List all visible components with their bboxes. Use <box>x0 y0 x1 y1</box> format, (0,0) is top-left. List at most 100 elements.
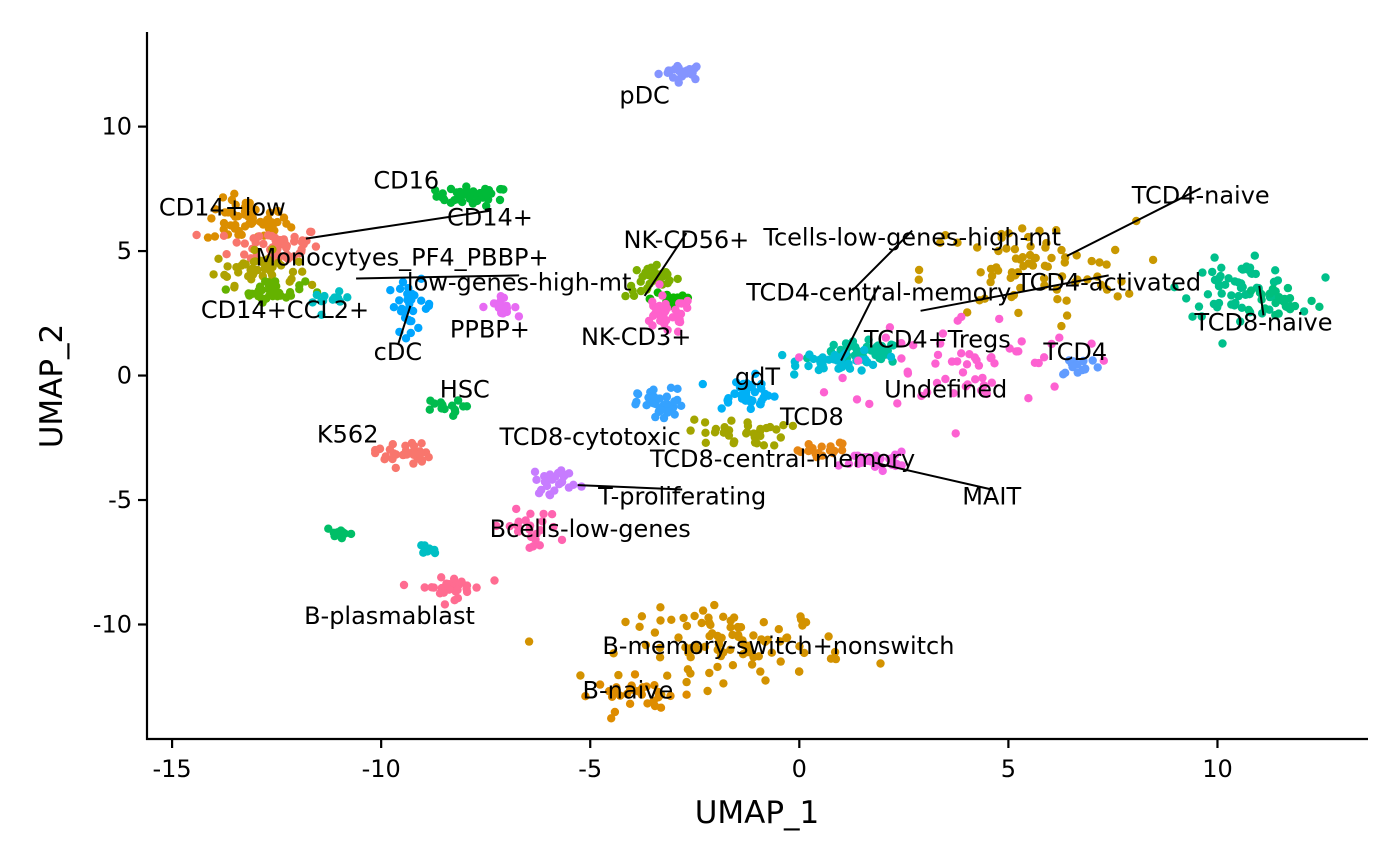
data-point <box>931 359 940 368</box>
data-point <box>416 449 425 459</box>
cluster-label: cDC <box>374 338 422 366</box>
data-point <box>726 645 735 654</box>
data-point <box>662 304 672 313</box>
data-point <box>256 217 265 227</box>
data-point <box>1285 294 1295 303</box>
data-point <box>642 285 651 294</box>
data-point <box>1030 358 1040 367</box>
cluster-points <box>530 466 586 500</box>
data-point <box>824 355 834 364</box>
data-point <box>492 521 501 531</box>
data-point <box>649 392 659 401</box>
cluster-points <box>324 524 356 543</box>
data-point <box>1216 271 1225 281</box>
data-point <box>625 699 635 708</box>
x-tick-label: 10 <box>1202 755 1233 783</box>
data-point <box>192 230 201 240</box>
data-point <box>830 647 840 657</box>
data-point <box>703 686 712 696</box>
data-point <box>838 439 847 448</box>
data-point <box>626 281 636 291</box>
data-point <box>1213 303 1222 312</box>
data-point <box>447 401 457 410</box>
data-point <box>545 470 555 479</box>
data-point <box>260 263 270 272</box>
data-point <box>790 370 799 379</box>
data-point <box>502 304 512 313</box>
data-point <box>1203 290 1213 299</box>
data-point <box>495 301 504 310</box>
data-point <box>649 385 658 394</box>
data-point <box>259 239 268 249</box>
cluster-label: CD14+CCL2+ <box>201 296 369 324</box>
y-tick-label: 5 <box>117 237 132 265</box>
data-point <box>993 266 1003 275</box>
data-point <box>742 429 751 438</box>
data-point <box>794 667 804 676</box>
data-point <box>395 284 405 293</box>
cluster-points <box>698 369 779 414</box>
data-point <box>1271 266 1280 275</box>
data-point <box>994 246 1003 256</box>
data-point <box>637 612 647 621</box>
data-point <box>757 396 766 406</box>
data-point <box>1125 289 1134 298</box>
data-point <box>1017 337 1026 346</box>
data-point <box>1014 347 1023 356</box>
cluster-points <box>794 312 1109 438</box>
data-point <box>306 227 315 236</box>
data-point <box>1299 307 1309 316</box>
data-point <box>662 392 672 401</box>
data-point <box>375 444 385 453</box>
data-point <box>250 245 259 255</box>
data-point <box>865 399 874 409</box>
data-point <box>729 439 738 448</box>
data-point <box>1234 291 1243 301</box>
leader-line <box>840 284 880 362</box>
data-point <box>1057 321 1066 331</box>
data-point <box>1087 339 1096 348</box>
data-point <box>401 334 411 343</box>
data-point <box>651 412 660 422</box>
data-point <box>765 422 775 432</box>
data-point <box>1042 238 1051 248</box>
data-point <box>1227 291 1236 300</box>
leader-line <box>1066 187 1202 257</box>
data-point <box>663 68 672 78</box>
cluster-label: B-plasmablast <box>304 602 475 630</box>
data-point <box>903 369 913 378</box>
cluster-label: B-memory-switch+nonswitch <box>602 632 954 660</box>
data-point <box>726 623 735 632</box>
x-tick-label: 0 <box>792 755 807 783</box>
data-point <box>804 361 813 371</box>
data-point <box>759 618 768 627</box>
data-point <box>472 583 481 592</box>
cluster-points <box>308 287 352 319</box>
data-point <box>681 643 690 652</box>
data-point <box>1102 285 1112 294</box>
data-point <box>274 250 283 260</box>
cluster-points <box>621 260 682 301</box>
data-point <box>1283 283 1293 293</box>
data-point <box>251 205 260 214</box>
cluster-label: NK-CD3+ <box>581 323 691 351</box>
data-point <box>682 621 692 631</box>
cluster-label: TCD8-cytotoxic <box>499 423 681 451</box>
data-point <box>346 529 356 539</box>
data-point <box>1250 251 1260 260</box>
cluster-points <box>399 573 499 609</box>
data-point <box>557 535 567 545</box>
data-point <box>1007 268 1017 277</box>
data-point <box>530 467 540 476</box>
data-point <box>767 648 776 657</box>
data-point <box>430 399 439 408</box>
data-point <box>1072 251 1081 260</box>
data-point <box>577 482 586 491</box>
data-point <box>642 401 651 410</box>
data-point <box>743 396 753 405</box>
data-point <box>395 296 404 305</box>
data-point <box>542 481 552 491</box>
data-point <box>660 319 669 328</box>
data-point <box>1050 382 1059 391</box>
data-point <box>947 357 957 366</box>
